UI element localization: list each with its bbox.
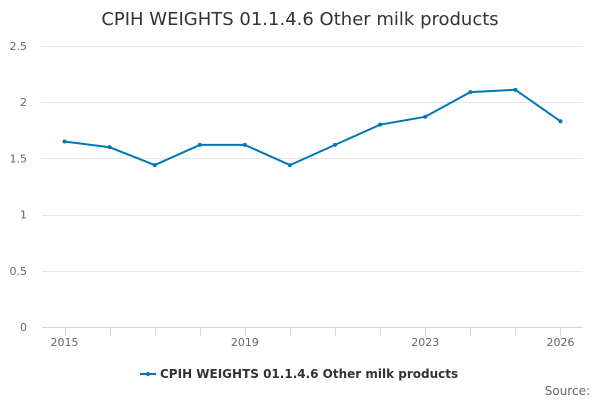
- x-tick-label: 2019: [231, 336, 259, 349]
- data-point[interactable]: [107, 145, 112, 150]
- data-point[interactable]: [333, 142, 338, 147]
- data-point[interactable]: [558, 119, 563, 124]
- y-axis: 0 0.5 1 1.5 2 2.5: [10, 40, 28, 334]
- data-point[interactable]: [62, 139, 67, 144]
- legend-label: CPIH WEIGHTS 01.1.4.6 Other milk product…: [160, 367, 458, 381]
- grid: [42, 46, 583, 272]
- data-point[interactable]: [378, 122, 383, 127]
- x-tick-label: 2023: [411, 336, 439, 349]
- data-point[interactable]: [287, 163, 292, 168]
- data-point[interactable]: [423, 114, 428, 119]
- x-tick-label: 2015: [51, 336, 79, 349]
- y-tick-label: 1.5: [10, 152, 28, 165]
- y-tick-label: 0: [20, 321, 27, 334]
- series-layer: [62, 87, 563, 168]
- credits-source[interactable]: Source:: [545, 384, 590, 398]
- y-tick-label: 2: [20, 96, 27, 109]
- x-tick-label: 2026: [546, 336, 574, 349]
- data-point[interactable]: [468, 90, 473, 95]
- y-tick-label: 0.5: [10, 265, 28, 278]
- x-axis: 2015 2019 2023 2026: [42, 327, 583, 349]
- data-point[interactable]: [152, 163, 157, 168]
- data-point[interactable]: [242, 142, 247, 147]
- series-line[interactable]: [63, 88, 562, 167]
- legend-marker: [146, 372, 150, 376]
- y-tick-label: 2.5: [10, 40, 28, 53]
- chart-title: CPIH WEIGHTS 01.1.4.6 Other milk product…: [101, 9, 498, 30]
- y-tick-label: 1: [20, 209, 27, 222]
- legend[interactable]: CPIH WEIGHTS 01.1.4.6 Other milk product…: [140, 367, 458, 381]
- data-point[interactable]: [513, 87, 518, 92]
- data-point[interactable]: [197, 142, 202, 147]
